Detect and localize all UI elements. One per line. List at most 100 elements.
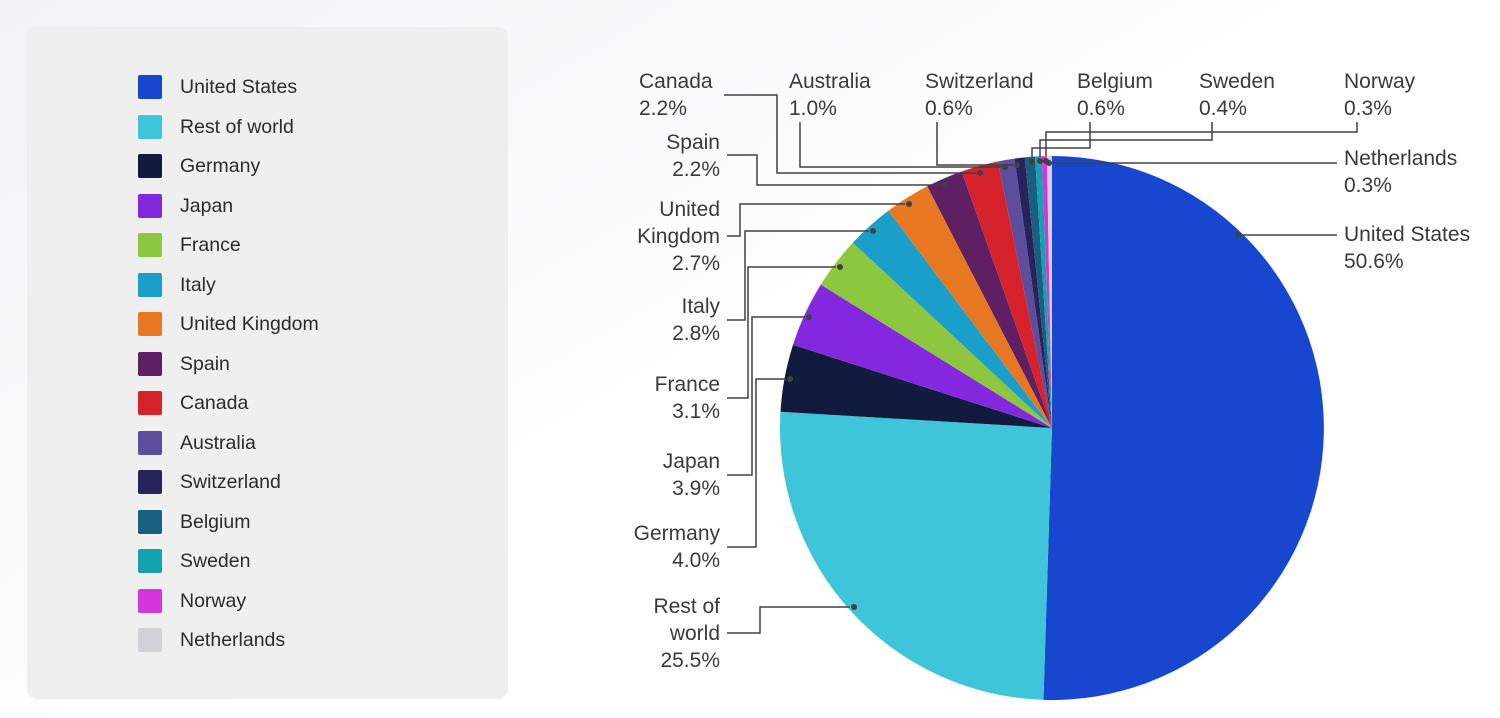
- leader-line: [727, 203, 905, 237]
- slice-callout-value: 0.6%: [925, 97, 973, 120]
- slice-callout-value: 0.3%: [1344, 174, 1392, 197]
- leader-dot: [906, 201, 912, 207]
- slice-callout: Canada 2.2%: [639, 68, 749, 122]
- slice-callout-name: Canada: [639, 70, 713, 93]
- pie-slice: [820, 242, 1052, 428]
- pie-slice: [997, 158, 1052, 428]
- legend-swatch: [138, 233, 162, 257]
- leader-dot: [1014, 162, 1020, 168]
- legend-swatch: [138, 391, 162, 415]
- legend-swatch: [138, 628, 162, 652]
- legend-list: United States Rest of world Germany Japan Fr…: [138, 75, 319, 652]
- leader-dot: [851, 604, 857, 610]
- slice-callout-value: 0.6%: [1077, 97, 1125, 120]
- legend-panel: United States Rest of world Germany Japan Fr…: [27, 27, 508, 699]
- leader-dot: [942, 182, 948, 188]
- legend-label: Netherlands: [180, 629, 286, 651]
- legend-item: Rest of world: [138, 114, 319, 139]
- slice-callout: Switzerland 0.6%: [925, 68, 1055, 122]
- slice-callout-value: 2.2%: [672, 158, 720, 181]
- legend-label: Sweden: [180, 550, 251, 572]
- legend-label: Norway: [180, 589, 247, 612]
- leader-dot: [1235, 232, 1241, 238]
- legend-swatch: [138, 351, 162, 376]
- legend-swatch: [138, 312, 162, 336]
- slice-callout-value: 4.0%: [672, 549, 720, 572]
- legend-item: United States: [138, 75, 319, 99]
- legend-item: Spain: [138, 351, 319, 376]
- slice-callout-value: 0.4%: [1199, 97, 1247, 120]
- slice-callout-value: 2.7%: [672, 252, 720, 275]
- slice-callout: United Kingdom 2.7%: [590, 196, 720, 277]
- slice-callout-value: 1.0%: [789, 97, 837, 120]
- leader-dot: [1029, 159, 1035, 165]
- slice-callout-value: 50.6%: [1344, 250, 1404, 273]
- pie-slice: [852, 210, 1052, 428]
- legend-item: Switzerland: [138, 470, 319, 494]
- leader-line: [1045, 122, 1358, 156]
- pie-slice: [779, 411, 1052, 700]
- leader-dot: [870, 228, 876, 234]
- slice-callout: Netherlands 0.3%: [1344, 145, 1494, 199]
- legend-item: Japan: [138, 193, 319, 218]
- legend-label: Japan: [180, 194, 234, 217]
- leader-dot: [806, 314, 812, 320]
- slice-callout-value: 25.5%: [660, 649, 720, 672]
- legend-swatch: [138, 588, 162, 613]
- pie-slice: [1041, 156, 1052, 429]
- slice-callout-name: Germany: [633, 522, 720, 545]
- slice-callout: France 3.1%: [600, 371, 720, 425]
- leader-line: [727, 154, 941, 186]
- slice-callout: Sweden 0.4%: [1199, 68, 1309, 122]
- legend-swatch: [138, 470, 162, 494]
- leader-line: [1039, 122, 1213, 157]
- leader-line: [724, 94, 976, 174]
- legend-item: Canada: [138, 391, 319, 415]
- legend-swatch: [138, 549, 162, 573]
- slice-callout-name: Netherlands: [1344, 147, 1458, 170]
- legend-swatch: [138, 193, 162, 218]
- slice-callout: United States 50.6%: [1344, 221, 1500, 275]
- leader-line: [799, 122, 1001, 168]
- slice-callout: Australia 1.0%: [789, 68, 899, 122]
- legend-item: Australia: [138, 430, 319, 455]
- pie-slice: [1014, 157, 1052, 428]
- legend-label: Germany: [180, 155, 261, 177]
- slice-callout: Germany 4.0%: [590, 520, 720, 574]
- legend-item: Netherlands: [138, 628, 319, 652]
- leader-dot: [977, 170, 983, 176]
- slice-callout-value: 0.3%: [1344, 97, 1392, 120]
- legend-swatch: [138, 272, 162, 297]
- slice-callout: Italy 2.8%: [600, 293, 720, 347]
- leader-line: [936, 122, 1013, 166]
- legend-label: United Kingdom: [180, 313, 319, 335]
- legend-item: Norway: [138, 588, 319, 613]
- legend-label: Switzerland: [180, 471, 281, 493]
- slice-callout-name: Belgium: [1077, 70, 1153, 93]
- legend-label: France: [180, 234, 241, 256]
- legend-swatch: [138, 154, 162, 178]
- slice-callout-name: Spain: [666, 131, 720, 154]
- slice-callout-name: Italy: [681, 295, 720, 318]
- pie-slice: [793, 284, 1052, 428]
- slice-callout-name: Rest of world: [653, 595, 720, 645]
- pie-slice: [1024, 156, 1052, 428]
- slice-callout: Spain 2.2%: [600, 129, 720, 183]
- slice-callout: Rest of world 25.5%: [620, 593, 720, 674]
- legend-item: Belgium: [138, 509, 319, 534]
- slice-callout: Norway 0.3%: [1344, 68, 1454, 122]
- leader-dot: [837, 264, 843, 270]
- pie-slice: [961, 161, 1052, 428]
- legend-label: Belgium: [180, 510, 251, 533]
- leader-line: [1031, 122, 1091, 158]
- leader-dot: [787, 376, 793, 382]
- pie-slice: [780, 344, 1052, 428]
- legend-item: Sweden: [138, 549, 319, 573]
- slice-callout-name: Switzerland: [925, 70, 1034, 93]
- legend-swatch: [138, 75, 162, 99]
- slice-callout-name: Norway: [1344, 70, 1416, 93]
- slice-callout-name: Japan: [662, 450, 720, 473]
- legend-swatch: [138, 430, 162, 455]
